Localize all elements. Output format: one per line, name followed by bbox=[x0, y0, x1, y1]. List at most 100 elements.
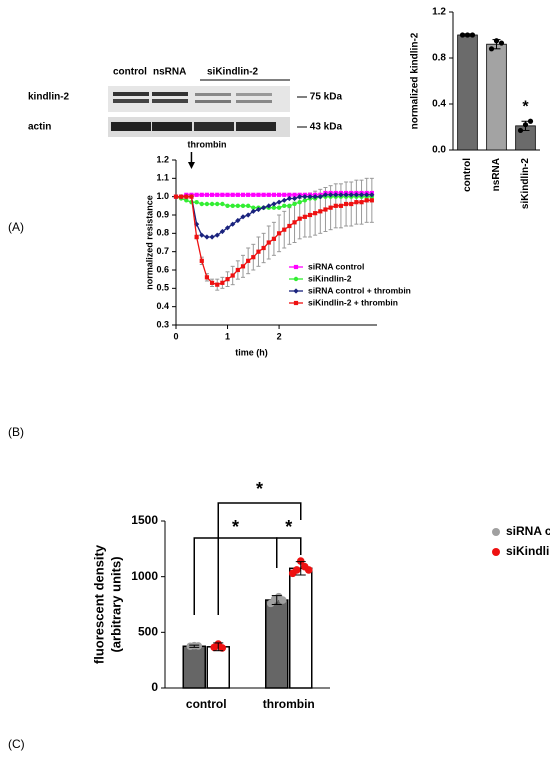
annotation: * bbox=[522, 98, 529, 115]
data-point bbox=[250, 208, 256, 214]
data-point bbox=[266, 203, 272, 209]
data-point bbox=[292, 192, 297, 197]
data-point bbox=[328, 205, 333, 210]
annotation: * bbox=[256, 479, 263, 499]
lane-label: nsRNA bbox=[153, 67, 186, 78]
data-point bbox=[527, 118, 534, 124]
annotation: * bbox=[232, 517, 239, 537]
data-point bbox=[354, 200, 359, 205]
annotation-arrowhead bbox=[187, 162, 195, 169]
data-point bbox=[215, 192, 220, 197]
data-point bbox=[235, 192, 240, 197]
data-point bbox=[286, 195, 292, 202]
data-point bbox=[307, 194, 313, 200]
bar bbox=[457, 34, 478, 151]
band bbox=[194, 122, 234, 131]
data-point bbox=[282, 192, 287, 197]
data-point bbox=[240, 264, 246, 269]
data-point bbox=[240, 214, 246, 220]
data-point bbox=[209, 192, 215, 197]
data-point bbox=[199, 232, 205, 238]
data-point bbox=[218, 644, 227, 652]
data-point bbox=[322, 192, 329, 198]
data-point bbox=[251, 192, 256, 197]
data-point bbox=[276, 205, 282, 210]
data-point bbox=[312, 194, 318, 200]
data-point bbox=[292, 220, 297, 225]
data-point bbox=[204, 201, 210, 207]
y-axis-label: fluorescent density bbox=[91, 544, 106, 664]
data-point bbox=[173, 194, 179, 199]
y-tick-label: 500 bbox=[138, 625, 158, 639]
band bbox=[113, 92, 149, 96]
x-tick-label: control bbox=[186, 697, 227, 711]
data-point bbox=[333, 192, 339, 198]
data-point bbox=[209, 201, 215, 207]
data-point bbox=[194, 642, 203, 650]
data-point bbox=[348, 192, 354, 198]
bar bbox=[486, 43, 507, 151]
data-point bbox=[204, 192, 210, 197]
x-tick-label: siKindlin-2 bbox=[520, 158, 531, 210]
data-point bbox=[261, 245, 266, 251]
data-point bbox=[276, 192, 282, 197]
data-point bbox=[235, 217, 241, 224]
data-point bbox=[194, 192, 199, 197]
data-point bbox=[278, 596, 287, 604]
data-point bbox=[343, 201, 349, 207]
significance-bracket bbox=[276, 537, 302, 568]
data-point bbox=[266, 192, 271, 197]
data-point bbox=[220, 280, 225, 285]
bar bbox=[265, 599, 289, 689]
data-point bbox=[251, 255, 256, 260]
band bbox=[195, 93, 231, 96]
data-point bbox=[323, 207, 328, 212]
data-point bbox=[209, 280, 215, 285]
legend-label: siKindlin-2 + thrombin bbox=[308, 297, 398, 307]
data-point bbox=[256, 192, 261, 197]
data-point bbox=[318, 209, 323, 214]
annotation: * bbox=[285, 517, 292, 537]
data-point bbox=[276, 231, 282, 236]
x-tick-label: 1 bbox=[225, 331, 230, 341]
legend-marker bbox=[293, 288, 299, 294]
x-tick-label: 0 bbox=[173, 331, 178, 341]
data-point bbox=[349, 201, 354, 207]
data-point bbox=[317, 194, 323, 200]
panel-label: (B) bbox=[8, 425, 24, 439]
y-tick-label: 1.1 bbox=[156, 173, 169, 183]
y-tick-label: 1.0 bbox=[156, 191, 169, 201]
data-point bbox=[328, 192, 334, 198]
data-point bbox=[246, 258, 251, 263]
x-tick-label: nsRNA bbox=[491, 158, 502, 191]
data-point bbox=[225, 192, 230, 197]
data-point bbox=[282, 203, 287, 209]
data-point bbox=[235, 267, 240, 273]
band bbox=[152, 122, 192, 131]
lane-label: siKindlin-2 bbox=[207, 67, 259, 78]
data-point bbox=[359, 200, 364, 205]
y-tick-label: 1.2 bbox=[156, 154, 169, 164]
data-point bbox=[271, 205, 277, 210]
data-point bbox=[251, 205, 256, 210]
data-point bbox=[297, 216, 302, 221]
data-point bbox=[302, 198, 308, 203]
x-tick-label: control bbox=[462, 158, 473, 192]
data-point bbox=[287, 203, 292, 209]
data-point bbox=[194, 234, 199, 240]
bar bbox=[206, 646, 230, 689]
data-point bbox=[302, 214, 307, 219]
band bbox=[152, 92, 188, 96]
data-point bbox=[353, 192, 359, 198]
legend-label: siRNA control bbox=[506, 524, 550, 538]
data-point bbox=[184, 198, 189, 203]
data-point bbox=[204, 275, 210, 280]
data-point bbox=[271, 201, 277, 207]
data-point bbox=[220, 192, 225, 197]
data-point bbox=[297, 194, 303, 200]
data-point bbox=[184, 194, 189, 199]
y-axis-label: normalized resistance bbox=[144, 195, 154, 290]
band bbox=[152, 99, 188, 103]
y-tick-label: 0.4 bbox=[432, 99, 446, 110]
